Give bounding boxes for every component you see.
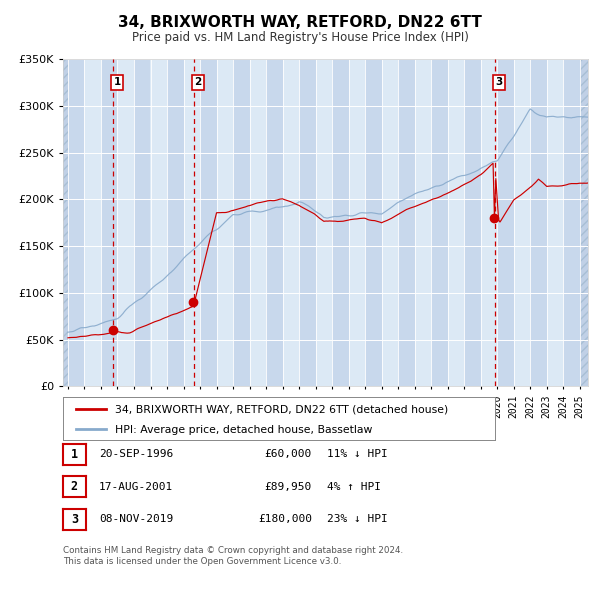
Bar xyxy=(167,59,184,386)
Text: 1: 1 xyxy=(113,77,121,87)
Bar xyxy=(332,59,349,386)
Bar xyxy=(299,59,316,386)
Bar xyxy=(233,59,250,386)
Text: 11% ↓ HPI: 11% ↓ HPI xyxy=(327,450,388,459)
Text: 3: 3 xyxy=(495,77,502,87)
Bar xyxy=(580,59,588,386)
Bar xyxy=(497,59,514,386)
Text: 2: 2 xyxy=(194,77,202,87)
Text: HPI: Average price, detached house, Bassetlaw: HPI: Average price, detached house, Bass… xyxy=(115,425,372,435)
Text: £180,000: £180,000 xyxy=(258,514,312,524)
Text: 2: 2 xyxy=(71,480,78,493)
Bar xyxy=(398,59,415,386)
Bar xyxy=(266,59,283,386)
Bar xyxy=(563,59,580,386)
Bar xyxy=(68,59,85,386)
Bar xyxy=(200,59,217,386)
Text: £60,000: £60,000 xyxy=(265,450,312,459)
Text: 34, BRIXWORTH WAY, RETFORD, DN22 6TT (detached house): 34, BRIXWORTH WAY, RETFORD, DN22 6TT (de… xyxy=(115,405,448,415)
Bar xyxy=(101,59,118,386)
Bar xyxy=(431,59,448,386)
Bar xyxy=(134,59,151,386)
Text: 20-SEP-1996: 20-SEP-1996 xyxy=(99,450,173,459)
Text: 23% ↓ HPI: 23% ↓ HPI xyxy=(327,514,388,524)
Text: 08-NOV-2019: 08-NOV-2019 xyxy=(99,514,173,524)
Bar xyxy=(530,59,547,386)
Text: This data is licensed under the Open Government Licence v3.0.: This data is licensed under the Open Gov… xyxy=(63,558,341,566)
Text: 34, BRIXWORTH WAY, RETFORD, DN22 6TT: 34, BRIXWORTH WAY, RETFORD, DN22 6TT xyxy=(118,15,482,30)
Text: Price paid vs. HM Land Registry's House Price Index (HPI): Price paid vs. HM Land Registry's House … xyxy=(131,31,469,44)
Text: 4% ↑ HPI: 4% ↑ HPI xyxy=(327,482,381,491)
Text: £89,950: £89,950 xyxy=(265,482,312,491)
Bar xyxy=(464,59,481,386)
Text: 17-AUG-2001: 17-AUG-2001 xyxy=(99,482,173,491)
Bar xyxy=(365,59,382,386)
Bar xyxy=(63,59,68,386)
Text: Contains HM Land Registry data © Crown copyright and database right 2024.: Contains HM Land Registry data © Crown c… xyxy=(63,546,403,555)
Text: 1: 1 xyxy=(71,448,78,461)
Text: 3: 3 xyxy=(71,513,78,526)
